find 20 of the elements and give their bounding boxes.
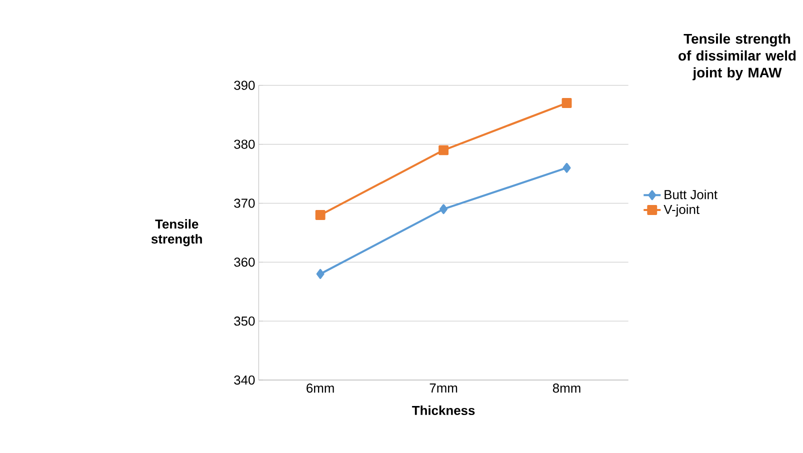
- point: [438, 145, 449, 156]
- y-axis-title: Tensile strength: [151, 219, 202, 246]
- x-axis-title: Thickness: [412, 406, 475, 416]
- point: [315, 210, 326, 220]
- y-tick-label: 390: [234, 80, 255, 90]
- x-tick-label: 7mm: [430, 384, 458, 393]
- legend-label: V-joint: [664, 204, 700, 217]
- point: [562, 98, 572, 108]
- y-tick-label: 370: [234, 198, 255, 208]
- legend-title: Tensile strength of dissimilar weld joint by MAW: [678, 34, 796, 81]
- point: [440, 204, 448, 214]
- y-tick-label: 380: [234, 140, 255, 150]
- point: [316, 269, 324, 280]
- y-tick-label: 340: [234, 376, 255, 385]
- legend-label: Butt Joint: [664, 190, 718, 200]
- point: [562, 163, 571, 174]
- y-tick-label: 350: [234, 316, 255, 326]
- x-tick-label: 6mm: [306, 384, 334, 393]
- x-tick-label: 8mm: [552, 384, 580, 393]
- y-tick-label: 360: [234, 258, 255, 267]
